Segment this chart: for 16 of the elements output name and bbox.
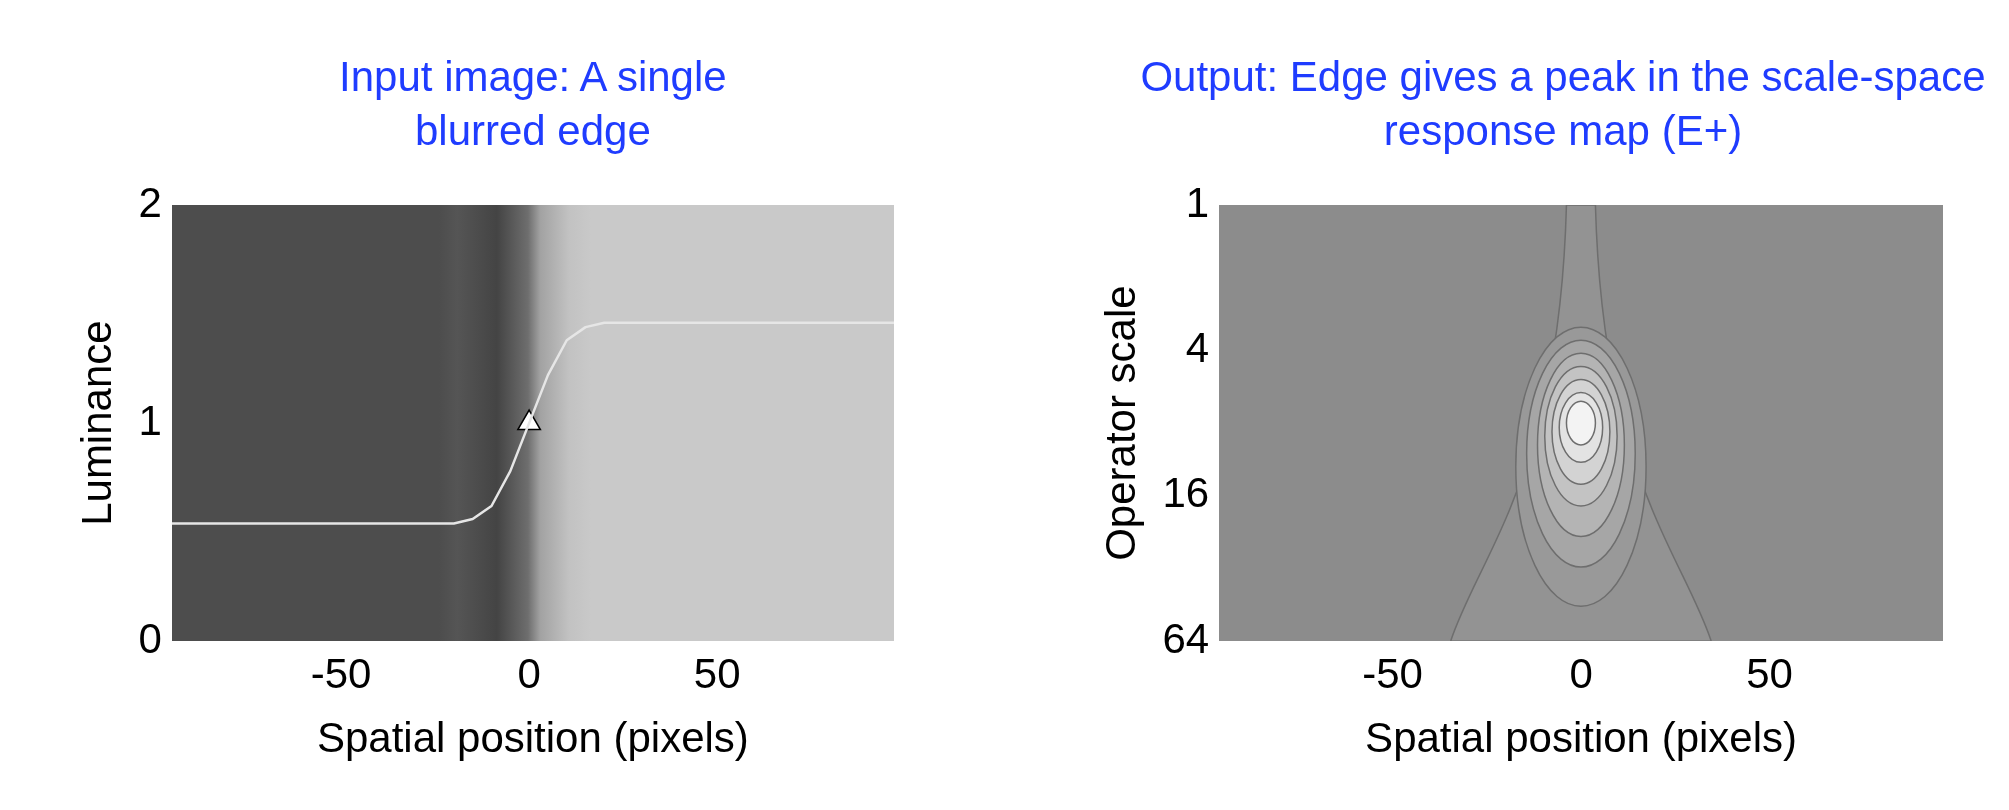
- category-label: 16: [1162, 469, 1210, 517]
- text: Operator scale: [1096, 285, 1144, 561]
- x-tick-label: 0: [517, 649, 541, 697]
- chart-title: Input image: A single blurred edge: [338, 52, 728, 156]
- text: Output: Edge gives a peak in the scale-space response map (E+): [1139, 52, 1987, 156]
- y-tick-label: 2: [138, 178, 162, 226]
- x-tick-label: 50: [693, 649, 741, 697]
- y-tick-label: 0: [138, 614, 162, 662]
- x-axis-title: Spatial position (pixels): [316, 714, 749, 762]
- y-axis-title: Luminance: [72, 320, 120, 526]
- category-label: 1: [1185, 178, 1210, 226]
- y-tick-label: 1: [138, 396, 162, 444]
- text: Spatial position (pixels): [1365, 714, 1797, 762]
- category-label: 4: [1185, 323, 1210, 371]
- x-tick-label: -50: [310, 649, 372, 697]
- category-label: 64: [1162, 614, 1210, 662]
